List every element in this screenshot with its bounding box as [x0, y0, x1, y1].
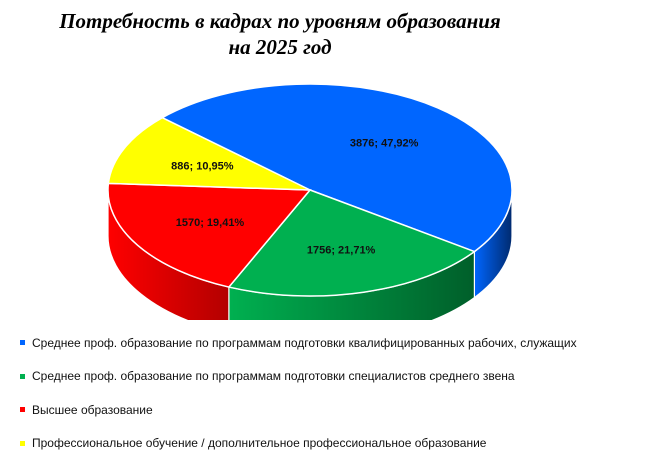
- legend-label: Среднее проф. образование по программам …: [32, 369, 515, 383]
- legend-item-2: Высшее образование: [20, 393, 650, 427]
- pie-data-label-0: 3876; 47,92%: [350, 137, 419, 149]
- legend-item-1: Среднее проф. образование по программам …: [20, 360, 650, 394]
- legend-label: Профессиональное обучение / дополнительн…: [32, 436, 486, 450]
- legend-label: Высшее образование: [32, 403, 153, 417]
- legend-label: Среднее проф. образование по программам …: [32, 336, 577, 350]
- legend-item-0: Среднее проф. образование по программам …: [20, 326, 650, 360]
- pie-data-label-3: 886; 10,95%: [171, 161, 234, 173]
- legend-item-3: Профессиональное обучение / дополнительн…: [20, 427, 650, 460]
- legend-marker: [20, 340, 25, 345]
- legend-marker: [20, 374, 25, 379]
- pie-data-label-1: 1756; 21,71%: [307, 244, 376, 256]
- legend-marker: [20, 407, 25, 412]
- pie-chart: 3876; 47,92% 1756; 21,71% 1570; 19,41% 886;…: [0, 0, 656, 320]
- legend-marker: [20, 441, 25, 446]
- chart-legend: Среднее проф. образование по программам …: [20, 326, 650, 460]
- pie-data-label-2: 1570; 19,41%: [176, 217, 245, 229]
